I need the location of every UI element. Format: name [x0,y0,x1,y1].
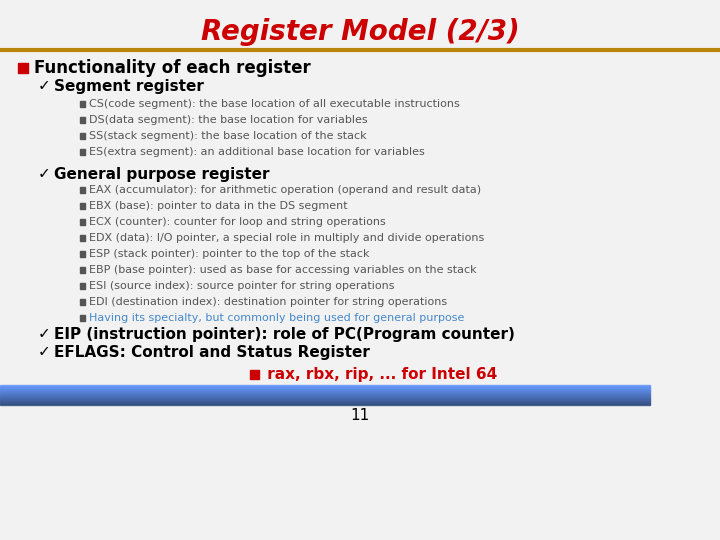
Bar [80,133,85,139]
Bar [0,397,650,398]
Bar [80,267,85,273]
Text: EDI (destination index): destination pointer for string operations: EDI (destination index): destination poi… [89,297,447,307]
Text: Register Model (2/3): Register Model (2/3) [201,18,519,46]
Text: Functionality of each register: Functionality of each register [34,59,311,77]
Text: ✓: ✓ [38,166,50,181]
Bar [80,235,85,241]
Bar [0,399,650,400]
Bar [0,393,650,394]
Text: EDX (data): I/O pointer, a special role in multiply and divide operations: EDX (data): I/O pointer, a special role … [89,233,485,243]
Bar [80,299,85,305]
Bar [80,251,85,257]
Text: CS(code segment): the base location of all executable instructions: CS(code segment): the base location of a… [89,99,460,109]
Text: ESP (stack pointer): pointer to the top of the stack: ESP (stack pointer): pointer to the top … [89,249,369,259]
Bar [0,392,650,393]
Bar [0,390,650,391]
Bar [0,386,650,387]
Bar [80,219,85,225]
Text: ✓: ✓ [38,327,50,341]
Text: SS(stack segment): the base location of the stack: SS(stack segment): the base location of … [89,131,366,141]
Text: ECX (counter): counter for loop and string operations: ECX (counter): counter for loop and stri… [89,217,386,227]
Bar [250,370,259,379]
Bar [80,283,85,289]
Text: Segment register: Segment register [54,78,204,93]
Bar [0,394,650,395]
Bar [0,385,650,386]
Bar [80,187,85,193]
Text: DS(data segment): the base location for variables: DS(data segment): the base location for … [89,115,368,125]
Text: ESI (source index): source pointer for string operations: ESI (source index): source pointer for s… [89,281,395,291]
Text: EBX (base): pointer to data in the DS segment: EBX (base): pointer to data in the DS se… [89,201,348,211]
Text: EAX (accumulator): for arithmetic operation (operand and result data): EAX (accumulator): for arithmetic operat… [89,185,481,195]
Text: ES(extra segment): an additional base location for variables: ES(extra segment): an additional base lo… [89,147,425,157]
Bar [80,149,85,155]
Text: 11: 11 [351,408,369,422]
Bar [80,315,85,321]
Bar [0,389,650,390]
Text: Having its specialty, but commonly being used for general purpose: Having its specialty, but commonly being… [89,313,464,323]
Text: General purpose register: General purpose register [54,166,269,181]
Bar [0,398,650,399]
Bar [0,388,650,389]
Bar [0,400,650,401]
Bar [80,101,85,107]
Bar [0,387,650,388]
Text: EFLAGS: Control and Status Register: EFLAGS: Control and Status Register [54,345,370,360]
Bar [0,404,650,405]
Bar [0,395,650,396]
Bar [0,403,650,404]
Bar [80,203,85,209]
Text: EIP (instruction pointer): role of PC(Program counter): EIP (instruction pointer): role of PC(Pr… [54,327,515,341]
Bar [0,391,650,392]
Text: EBP (base pointer): used as base for accessing variables on the stack: EBP (base pointer): used as base for acc… [89,265,477,275]
Bar [0,402,650,403]
Bar [18,63,28,73]
Text: ✓: ✓ [38,78,50,93]
Text: ✓: ✓ [38,345,50,360]
Bar [0,396,650,397]
Bar [80,117,85,123]
Text: rax, rbx, rip, ... for Intel 64: rax, rbx, rip, ... for Intel 64 [262,367,498,381]
Bar [0,401,650,402]
